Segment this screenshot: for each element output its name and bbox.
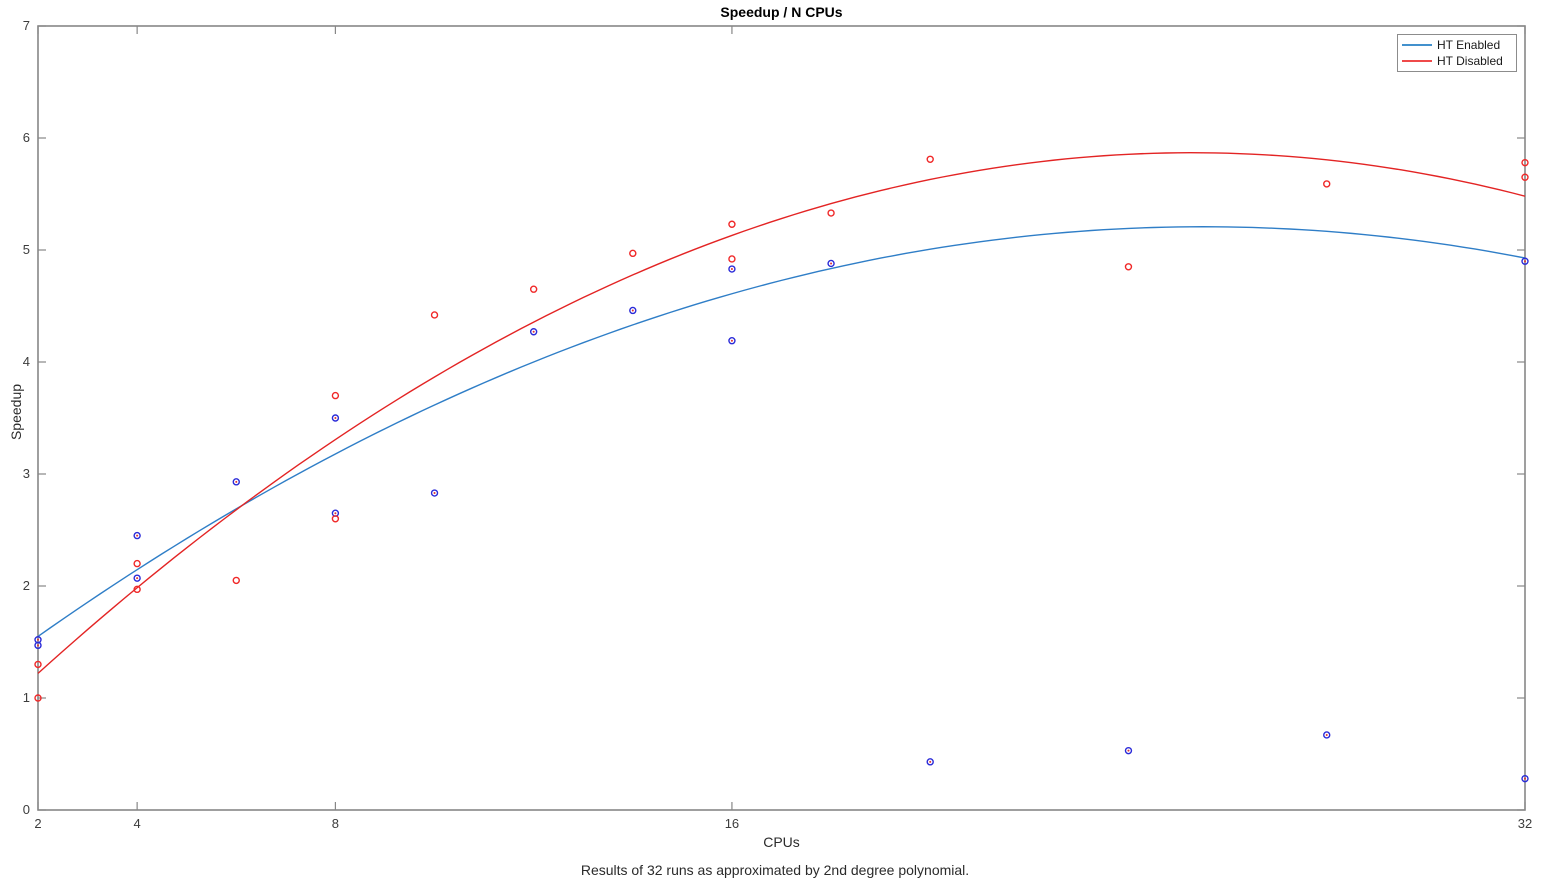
legend-item-ht-disabled: HT Disabled (1402, 53, 1512, 68)
x-tick-label: 16 (725, 816, 739, 831)
data-point-ht-enabled (728, 337, 736, 345)
data-point-ht-enabled (133, 574, 141, 582)
data-point-ht-enabled (827, 259, 835, 268)
data-point-center (334, 512, 337, 515)
x-axis-label: CPUs (763, 834, 800, 850)
legend-label: HT Enabled (1437, 38, 1501, 53)
data-point-center (730, 268, 733, 271)
data-point-ht-disabled (1521, 158, 1529, 167)
y-tick-label: 0 (23, 802, 30, 817)
data-point-ht-enabled (1521, 774, 1529, 783)
data-point-center (929, 760, 932, 763)
x-tick-label: 2 (34, 816, 41, 831)
data-point-ht-enabled (629, 306, 637, 315)
data-point-ht-disabled (34, 694, 42, 702)
y-tick-label: 5 (23, 242, 30, 257)
data-point-ht-disabled (34, 660, 42, 669)
data-point-ht-enabled (34, 641, 42, 650)
data-point-center (532, 330, 535, 333)
data-point-center (1524, 777, 1526, 780)
y-tick-label: 1 (23, 690, 30, 705)
data-point-ht-disabled (529, 285, 538, 293)
data-point-ht-enabled (728, 265, 736, 273)
data-point-center (37, 644, 39, 647)
plot-frame (37, 25, 1526, 811)
data-point-center (730, 339, 733, 342)
data-point-ht-disabled (728, 255, 736, 263)
legend: HT Enabled HT Disabled (1397, 34, 1517, 72)
data-point-ht-enabled (1521, 257, 1529, 265)
data-point-ht-disabled (1521, 173, 1529, 181)
data-point-ht-enabled (133, 531, 141, 540)
data-point-center (631, 309, 634, 312)
data-point-center (1325, 733, 1328, 736)
y-tick-label: 2 (23, 578, 30, 593)
fit-curve-ht-disabled (37, 152, 1526, 674)
data-point-center (235, 480, 238, 483)
data-point-ht-disabled (331, 391, 340, 400)
legend-item-ht-enabled: HT Enabled (1402, 38, 1512, 53)
data-point-ht-disabled (926, 155, 934, 163)
data-point-ht-enabled (926, 758, 934, 766)
data-point-ht-disabled (1124, 263, 1133, 271)
data-point-center (433, 492, 436, 495)
data-point-ht-disabled (629, 249, 637, 258)
chart-title: Speedup / N CPUs (720, 4, 843, 20)
data-point-ht-disabled (232, 576, 240, 585)
data-point-center (136, 534, 139, 537)
data-point-center (1524, 260, 1526, 263)
chart-caption: Results of 32 runs as approximated by 2n… (580, 862, 970, 878)
data-point-ht-enabled (232, 478, 240, 486)
data-point-ht-disabled (1323, 180, 1331, 188)
data-point-ht-enabled (1323, 731, 1331, 739)
y-tick-label: 3 (23, 466, 30, 481)
x-tick-label: 4 (134, 816, 141, 831)
data-point-center (334, 417, 337, 419)
data-point-ht-enabled (331, 414, 340, 422)
data-point-center (1127, 749, 1130, 752)
data-point-ht-disabled (133, 585, 141, 594)
data-point-ht-disabled (331, 515, 340, 523)
data-point-center (136, 577, 139, 580)
data-point-ht-disabled (133, 559, 141, 568)
fit-curve-ht-enabled (37, 226, 1526, 637)
data-point-ht-enabled (430, 489, 439, 497)
data-point-ht-disabled (430, 311, 439, 319)
data-point-ht-disabled (728, 220, 736, 228)
y-tick-label: 7 (23, 18, 30, 33)
y-tick-label: 4 (23, 354, 30, 369)
legend-label: HT Disabled (1437, 53, 1503, 68)
legend-line-sample-blue (1402, 44, 1432, 47)
x-tick-label: 8 (332, 816, 339, 831)
legend-line-sample-red (1402, 59, 1432, 62)
y-axis-label: Speedup (8, 383, 24, 441)
data-point-center (37, 638, 39, 641)
data-point-ht-enabled (529, 328, 538, 336)
data-point-center (830, 262, 833, 265)
data-point-ht-disabled (827, 209, 835, 217)
data-point-ht-enabled (1124, 746, 1133, 755)
x-tick-label: 32 (1518, 816, 1532, 831)
y-tick-label: 6 (23, 130, 30, 145)
